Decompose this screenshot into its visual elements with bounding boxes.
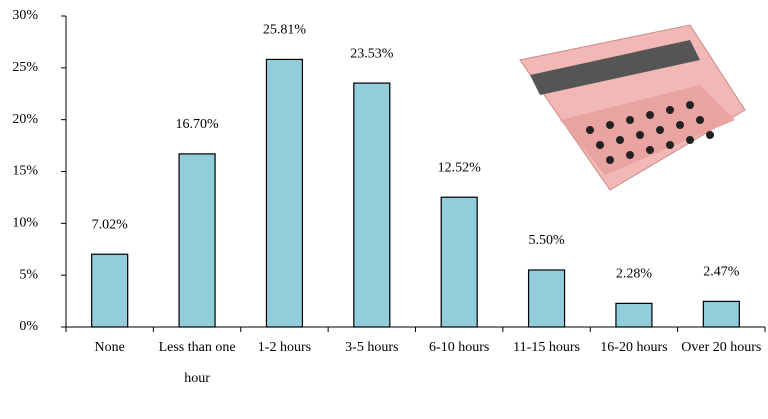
value-label: 5.50% [528,233,565,248]
bar [92,254,128,327]
y-tick-label: 20% [12,112,38,127]
value-label: 25.81% [263,23,307,38]
value-label: 2.28% [616,267,653,282]
bar [703,301,739,327]
bar [354,83,390,327]
y-tick-label: 25% [12,60,38,75]
x-tick-label: Less than one hour [155,332,239,394]
x-tick-label: Over 20 hours [679,332,763,363]
x-tick-label: 16-20 hours [592,332,676,363]
typewriter-illustration [520,25,745,190]
value-label: 7.02% [92,217,129,232]
page: {"chart_data": {"type": "bar", "categori… [0,0,768,419]
y-tick-label: 5% [19,267,38,282]
x-tick-label: 11-15 hours [505,332,589,363]
bar [529,270,565,327]
y-tick-label: 0% [19,319,38,334]
value-label: 12.52% [438,160,482,175]
bar [179,154,215,327]
y-tick-label: 10% [12,216,38,231]
value-label: 23.53% [350,46,394,61]
bar [616,303,652,327]
x-tick-label: 1-2 hours [242,332,326,363]
y-tick-label: 30% [12,8,38,23]
value-label: 16.70% [175,117,219,132]
x-tick-label: 3-5 hours [330,332,414,363]
bar [266,59,302,327]
x-tick-label: 6-10 hours [417,332,501,363]
x-tick-label: None [68,332,152,363]
value-label: 2.47% [703,265,740,280]
bar [441,197,477,327]
y-tick-label: 15% [12,164,38,179]
